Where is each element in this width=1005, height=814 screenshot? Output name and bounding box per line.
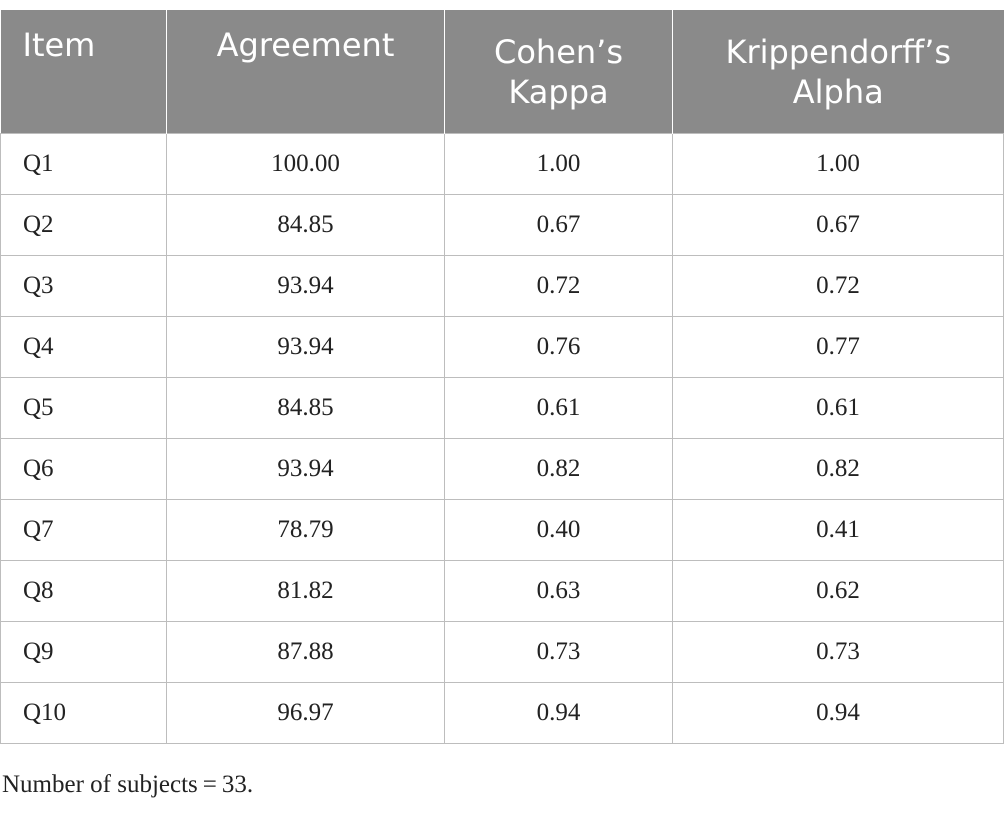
krippendorffs-alpha-cell: 0.72 <box>672 255 1004 317</box>
cohens-kappa-cell: 1.00 <box>444 133 673 195</box>
header-krippendorffs-alpha-line1: Krippendorff’s <box>725 32 952 71</box>
item-cell: Q3 <box>0 255 167 317</box>
krippendorffs-alpha-cell: 0.94 <box>672 682 1004 744</box>
cohens-kappa-cell: 0.76 <box>444 316 673 378</box>
header-agreement: Agreement <box>166 10 445 134</box>
table-row: Q8 81.82 0.63 0.62 <box>0 560 1004 622</box>
krippendorffs-alpha-cell: 0.61 <box>672 377 1004 439</box>
cohens-kappa-cell: 0.67 <box>444 194 673 256</box>
krippendorffs-alpha-cell: 1.00 <box>672 133 1004 195</box>
table-row: Q6 93.94 0.82 0.82 <box>0 438 1004 500</box>
agreement-cell: 93.94 <box>166 438 445 500</box>
header-cohens-kappa: Cohen’s Kappa <box>444 10 673 134</box>
table-row: Q1 100.00 1.00 1.00 <box>0 133 1004 195</box>
cohens-kappa-cell: 0.73 <box>444 621 673 683</box>
table-header: Item Agreement Cohen’s Kappa Krippendorf… <box>0 10 1004 134</box>
table-row: Q9 87.88 0.73 0.73 <box>0 621 1004 683</box>
agreement-cell: 84.85 <box>166 194 445 256</box>
krippendorffs-alpha-cell: 0.41 <box>672 499 1004 561</box>
krippendorffs-alpha-cell: 0.73 <box>672 621 1004 683</box>
header-cohens-kappa-line2: Kappa <box>508 72 609 111</box>
agreement-cell: 81.82 <box>166 560 445 622</box>
table-row: Q3 93.94 0.72 0.72 <box>0 255 1004 317</box>
cohens-kappa-cell: 0.40 <box>444 499 673 561</box>
item-cell: Q9 <box>0 621 167 683</box>
table-body: Q1 100.00 1.00 1.00 Q2 84.85 0.67 0.67 Q3 93.94 0.… <box>0 133 1004 744</box>
item-cell: Q2 <box>0 194 167 256</box>
item-cell: Q8 <box>0 560 167 622</box>
header-krippendorffs-alpha-line2: Alpha <box>792 72 884 111</box>
header-row: Item Agreement Cohen’s Kappa Krippendorf… <box>0 10 1004 134</box>
krippendorffs-alpha-cell: 0.82 <box>672 438 1004 500</box>
agreement-cell: 87.88 <box>166 621 445 683</box>
cohens-kappa-cell: 0.61 <box>444 377 673 439</box>
agreement-cell: 100.00 <box>166 133 445 195</box>
agreement-cell: 96.97 <box>166 682 445 744</box>
agreement-table: Item Agreement Cohen’s Kappa Krippendorf… <box>0 10 1004 744</box>
cohens-kappa-cell: 0.94 <box>444 682 673 744</box>
table-row: Q5 84.85 0.61 0.61 <box>0 377 1004 439</box>
agreement-cell: 84.85 <box>166 377 445 439</box>
footnote: Number of subjects = 33. <box>2 771 254 798</box>
item-cell: Q10 <box>0 682 167 744</box>
header-item: Item <box>0 10 167 134</box>
table-row: Q10 96.97 0.94 0.94 <box>0 682 1004 744</box>
cohens-kappa-cell: 0.82 <box>444 438 673 500</box>
krippendorffs-alpha-cell: 0.62 <box>672 560 1004 622</box>
agreement-cell: 93.94 <box>166 316 445 378</box>
krippendorffs-alpha-cell: 0.77 <box>672 316 1004 378</box>
table-row: Q2 84.85 0.67 0.67 <box>0 194 1004 256</box>
agreement-table-container: Item Agreement Cohen’s Kappa Krippendorf… <box>0 10 1004 744</box>
header-krippendorffs-alpha: Krippendorff’s Alpha <box>672 10 1004 134</box>
cohens-kappa-cell: 0.63 <box>444 560 673 622</box>
agreement-cell: 78.79 <box>166 499 445 561</box>
krippendorffs-alpha-cell: 0.67 <box>672 194 1004 256</box>
cohens-kappa-cell: 0.72 <box>444 255 673 317</box>
agreement-cell: 93.94 <box>166 255 445 317</box>
header-cohens-kappa-line1: Cohen’s <box>493 32 623 71</box>
item-cell: Q4 <box>0 316 167 378</box>
item-cell: Q6 <box>0 438 167 500</box>
item-cell: Q5 <box>0 377 167 439</box>
item-cell: Q1 <box>0 133 167 195</box>
table-row: Q7 78.79 0.40 0.41 <box>0 499 1004 561</box>
item-cell: Q7 <box>0 499 167 561</box>
table-row: Q4 93.94 0.76 0.77 <box>0 316 1004 378</box>
